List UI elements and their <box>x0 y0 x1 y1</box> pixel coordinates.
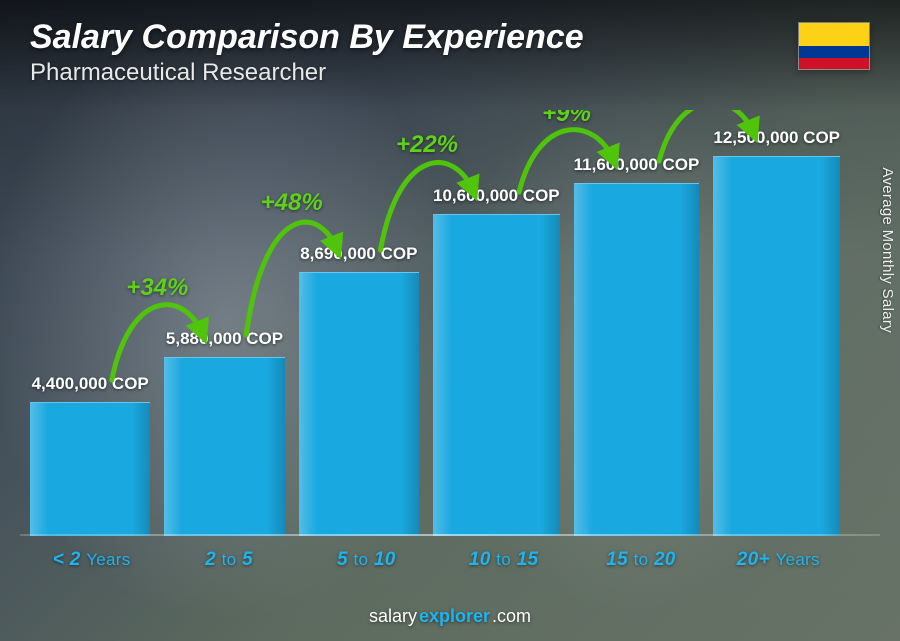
header: Salary Comparison By Experience Pharmace… <box>30 18 870 87</box>
bar-slot: 12,500,000 COP <box>713 128 840 536</box>
bar <box>574 183 700 536</box>
x-axis-label: 20+ Years <box>717 549 840 571</box>
footer-prefix: salary <box>369 606 417 626</box>
flag-stripe <box>799 58 869 70</box>
bar-shading <box>433 215 560 536</box>
bar-slot: 10,600,000 COP <box>433 186 560 536</box>
bar-shading <box>713 157 840 536</box>
x-axis-label: 10 to 15 <box>442 549 565 571</box>
bar-value-label: 11,600,000 COP <box>574 155 700 175</box>
bar-shading <box>30 403 150 536</box>
x-axis-label: 15 to 20 <box>579 549 702 571</box>
flag-stripe <box>799 23 869 46</box>
bar-slot: 5,880,000 COP <box>164 329 284 536</box>
footer-accent: explorer <box>419 606 490 626</box>
bar <box>433 214 560 536</box>
bar-value-label: 12,500,000 COP <box>713 128 840 148</box>
bar-slot: 11,600,000 COP <box>574 155 700 536</box>
bar <box>30 402 150 536</box>
infographic-container: Salary Comparison By Experience Pharmace… <box>0 0 900 641</box>
x-axis-label: 2 to 5 <box>167 549 290 571</box>
bar <box>713 156 840 536</box>
x-axis-labels: < 2 Years 2 to 5 5 to 10 10 to 15 15 to 20 20… <box>30 549 840 571</box>
y-axis-label: Average Monthly Salary <box>880 168 897 334</box>
bar-value-label: 8,690,000 COP <box>300 244 417 264</box>
bars-row: 4,400,000 COP 5,880,000 COP 8,690,000 COP 1… <box>30 106 840 536</box>
bar <box>164 357 284 536</box>
bar <box>299 272 419 536</box>
bar-slot: 4,400,000 COP <box>30 374 150 536</box>
footer-suffix: .com <box>492 606 531 626</box>
flag-stripe <box>799 46 869 58</box>
bar-shading <box>574 184 700 536</box>
bar-slot: 8,690,000 COP <box>299 244 419 536</box>
chart-baseline <box>20 534 880 536</box>
x-axis-label: 5 to 10 <box>305 549 428 571</box>
chart-area: 4,400,000 COP 5,880,000 COP 8,690,000 COP 1… <box>30 110 840 571</box>
footer-attribution: salaryexplorer.com <box>0 606 900 627</box>
bar-shading <box>164 358 284 536</box>
bar-value-label: 4,400,000 COP <box>32 374 149 394</box>
page-title: Salary Comparison By Experience <box>30 18 870 57</box>
country-flag-colombia <box>798 22 870 70</box>
bar-value-label: 5,880,000 COP <box>166 329 283 349</box>
x-axis-label: < 2 Years <box>30 549 153 571</box>
page-subtitle: Pharmaceutical Researcher <box>30 59 870 87</box>
bar-value-label: 10,600,000 COP <box>433 186 560 206</box>
bar-shading <box>299 273 419 536</box>
